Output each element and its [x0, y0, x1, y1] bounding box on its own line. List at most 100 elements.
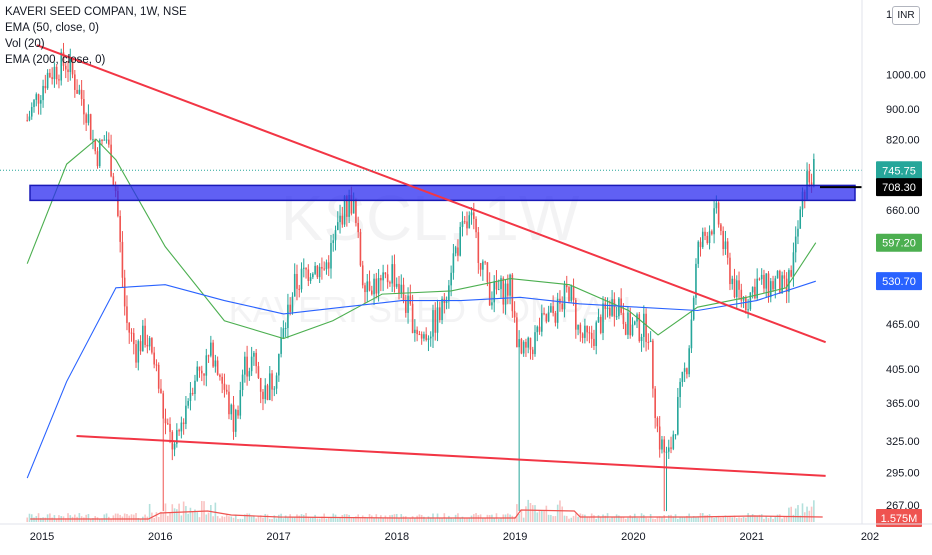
candle-body	[234, 409, 237, 432]
candle-body	[434, 310, 437, 333]
volume-bar	[813, 500, 815, 522]
candle-body	[132, 333, 135, 345]
volume-bar	[590, 513, 593, 522]
indicator-ema50-label[interactable]: EMA (50, close, 0)	[5, 22, 99, 34]
candle-body	[42, 85, 44, 101]
volume-bar	[556, 504, 559, 522]
volume-bar	[541, 510, 543, 522]
candle-body	[393, 264, 396, 287]
price-label-last_price	[876, 161, 922, 180]
volume-bar	[318, 518, 321, 522]
volume-bar	[545, 505, 548, 522]
volume-bar	[336, 518, 339, 522]
volume-bar	[543, 510, 545, 522]
volume-bar	[83, 517, 85, 522]
volume-bar	[599, 517, 602, 522]
volume-bar	[103, 514, 106, 522]
volume-bar	[550, 514, 552, 522]
candle-body	[126, 306, 128, 323]
volume-bar	[411, 516, 414, 522]
volume-bar	[699, 513, 702, 522]
indicator-ema200-label[interactable]: EMA (200, close, 0)	[5, 54, 106, 66]
volume-bar	[26, 517, 29, 522]
candle-body	[346, 196, 348, 217]
volume-bar	[758, 514, 761, 522]
candle-body	[450, 272, 452, 286]
candle-body	[246, 356, 248, 377]
candle-body	[409, 295, 412, 304]
candle-body	[330, 243, 332, 269]
candle-body	[373, 278, 375, 295]
candle-body	[491, 302, 493, 306]
candle-body	[679, 381, 681, 398]
time-tick-label: 2015	[30, 531, 54, 543]
candle-body	[550, 306, 552, 313]
volume-bar	[579, 513, 582, 522]
candle-body	[500, 278, 502, 290]
candle-body	[425, 334, 427, 340]
volume-bar	[126, 514, 128, 522]
candle-body	[112, 176, 115, 186]
time-tick-label: 2021	[739, 531, 763, 543]
candle-body	[350, 194, 353, 214]
volume-bar	[302, 514, 305, 522]
candle-body	[774, 278, 777, 290]
trendline-falling-resistance	[36, 44, 826, 344]
volume-bar	[130, 514, 133, 522]
candle-body	[298, 288, 301, 290]
candle-body	[733, 278, 736, 298]
candle-body	[205, 355, 208, 376]
candle-body	[414, 329, 416, 334]
volume-bar	[74, 514, 76, 522]
candle-body	[604, 303, 607, 309]
price-label-ema200	[876, 272, 922, 291]
volume-bar	[602, 514, 604, 522]
volume-bar	[790, 506, 792, 522]
candle-body	[334, 230, 337, 241]
currency-button[interactable]: INR	[892, 6, 920, 25]
volume-bar	[398, 518, 400, 522]
volume-bar	[221, 516, 223, 522]
ema200-line	[26, 280, 816, 479]
volume-bar	[765, 515, 768, 522]
volume-bar	[593, 515, 595, 522]
candle-body	[767, 273, 770, 298]
volume-bar	[615, 514, 618, 522]
candle-body	[683, 368, 686, 372]
candle-body	[536, 326, 539, 333]
candle-body	[96, 151, 99, 167]
candle-body	[98, 139, 101, 167]
candle-body	[146, 344, 149, 347]
price-tick-label: 1000.00	[886, 70, 926, 82]
volume-bar	[359, 518, 362, 522]
candle-body	[219, 374, 221, 377]
price-label-text: 745.75	[882, 165, 916, 177]
volume-bar	[622, 516, 625, 522]
volume-bar	[282, 518, 285, 522]
volume-bar	[275, 518, 278, 522]
candle-body	[577, 324, 579, 330]
candle-body	[504, 283, 507, 305]
candle-body	[570, 286, 573, 302]
volume-bar	[259, 515, 262, 522]
volume-bar	[289, 514, 291, 522]
volume-bar	[547, 514, 550, 522]
candle-body	[74, 74, 76, 90]
volume-bar	[484, 518, 486, 522]
candle-body	[527, 337, 530, 348]
volume-bar	[695, 517, 697, 522]
candle-body	[457, 247, 459, 256]
candle-body	[309, 277, 312, 281]
candle-body	[618, 298, 620, 317]
candle-body	[568, 287, 570, 302]
indicator-volume-label[interactable]: Vol (20)	[5, 38, 45, 50]
candle-body	[307, 269, 310, 281]
volume-bar	[466, 518, 468, 522]
candle-body	[137, 341, 140, 363]
candle-body	[760, 274, 763, 280]
candle-body	[436, 307, 439, 333]
symbol-title[interactable]: KAVERI SEED COMPAN, 1W, NSE	[5, 6, 187, 18]
candle-body	[534, 332, 536, 355]
